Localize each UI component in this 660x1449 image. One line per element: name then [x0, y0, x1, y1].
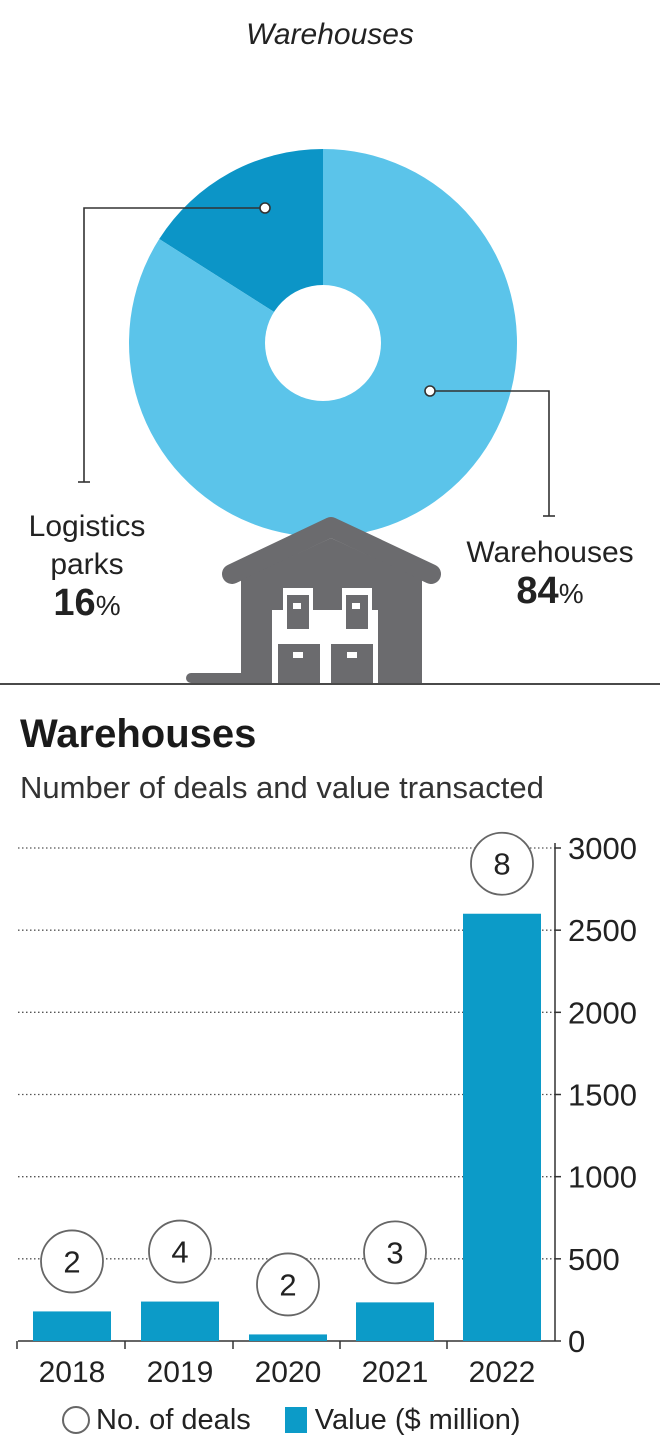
pie-value: 84 [516, 570, 559, 612]
deal-count-label: 2 [63, 1244, 80, 1279]
pie-hole [265, 285, 381, 401]
x-tick-label: 2020 [255, 1356, 322, 1389]
deal-count-label: 4 [171, 1235, 188, 1270]
deal-count-label: 3 [386, 1235, 403, 1270]
leader-line-logistics [78, 202, 271, 483]
x-tick-label: 2019 [147, 1356, 214, 1389]
legend-square-icon [284, 1407, 307, 1433]
leader-line-warehouses [424, 385, 555, 517]
bar-2022 [463, 913, 541, 1341]
deal-count-circle [148, 1219, 212, 1284]
pie-value: 16 [53, 582, 96, 624]
warehouse-icon [186, 517, 441, 683]
deal-count-label: 8 [493, 847, 510, 882]
x-tick-label: 2022 [469, 1356, 536, 1389]
pie-chart-title: Warehouses [246, 18, 414, 51]
bar-2019 [141, 1301, 219, 1341]
y-tick-label: 3000 [568, 831, 637, 866]
pie-label-text: Warehouses [466, 536, 634, 569]
pie-label-text: parks [50, 548, 124, 581]
deal-count-circle [40, 1229, 104, 1294]
legend-value-label: Value ($ million) [314, 1403, 521, 1436]
section-divider [0, 683, 660, 685]
pie-slice-logistics-parks [159, 149, 323, 343]
bar-chart-subtitle: Number of deals and value transacted [20, 770, 544, 805]
bar-chart-title: Warehouses [20, 712, 257, 756]
y-tick-label: 500 [568, 1242, 620, 1277]
legend-circle-icon [62, 1406, 90, 1434]
x-tick-label: 2018 [39, 1356, 106, 1389]
y-tick-label: 2500 [568, 913, 637, 948]
y-tick-label: 0 [568, 1324, 585, 1359]
deal-count-circle [256, 1252, 320, 1317]
deal-count-label: 2 [279, 1267, 296, 1302]
x-tick-label: 2021 [362, 1356, 429, 1389]
bar-2020 [249, 1334, 327, 1341]
pie-label-logistics-parks: Logistics parks 16% [12, 508, 162, 625]
y-tick-label: 1500 [568, 1078, 637, 1113]
bar-2018 [33, 1311, 111, 1341]
pie-label-warehouses: Warehouses 84% [455, 534, 645, 613]
y-tick-label: 1000 [568, 1160, 637, 1195]
deal-count-circle [470, 831, 534, 896]
pie-chart [78, 149, 555, 683]
bar-2021 [356, 1302, 434, 1341]
y-tick-label: 2000 [568, 995, 637, 1030]
pie-unit: % [95, 590, 121, 621]
pie-unit: % [558, 578, 584, 609]
chart-legend: No. of deals Value ($ million) [62, 1400, 521, 1440]
deal-count-circle [363, 1220, 427, 1285]
legend-deals-label: No. of deals [96, 1403, 251, 1436]
pie-label-text: Logistics [28, 510, 146, 543]
